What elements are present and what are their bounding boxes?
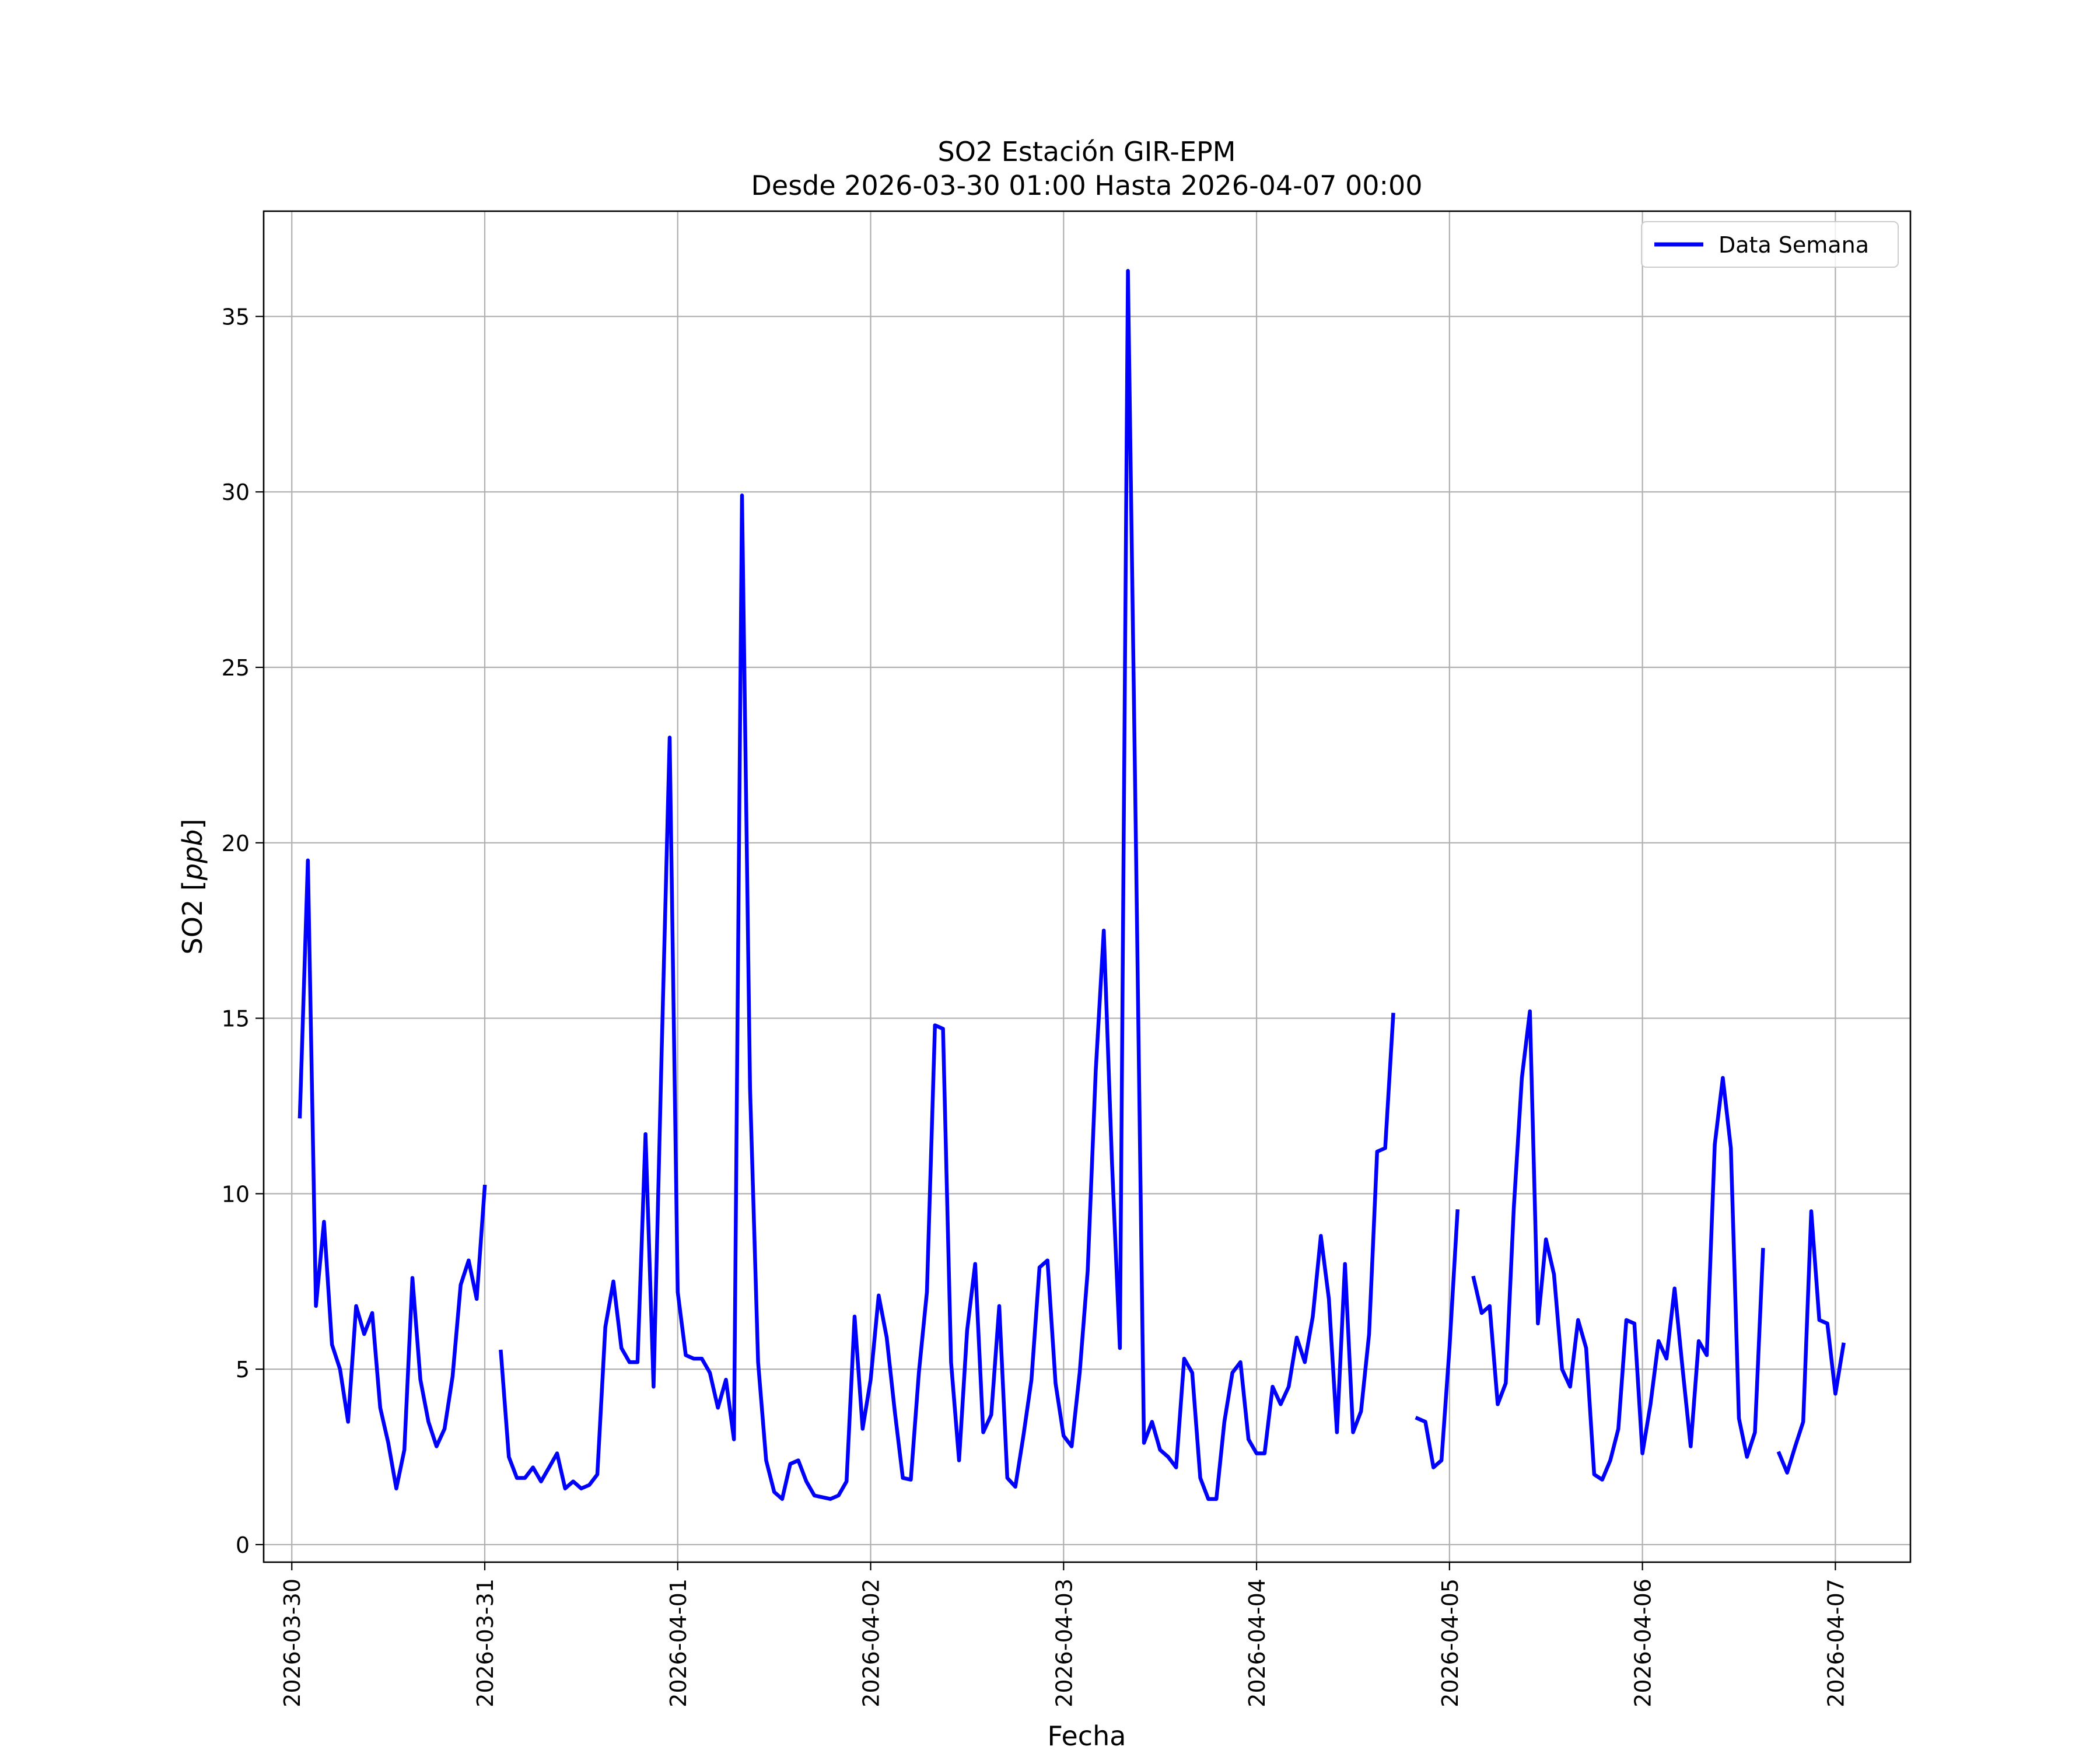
- x-tick-label: 2026-04-01: [666, 1578, 691, 1707]
- x-tick-label: 2026-04-02: [859, 1578, 884, 1707]
- chart-title: SO2 Estación GIR-EPM: [938, 136, 1236, 167]
- x-tick-label: 2026-04-06: [1630, 1578, 1656, 1707]
- y-axis-label-prefix: SO2 [: [177, 880, 208, 954]
- y-tick-label: 35: [222, 304, 250, 330]
- x-tick-label: 2026-04-03: [1051, 1578, 1077, 1707]
- y-tick-label: 5: [236, 1357, 250, 1382]
- x-tick-label: 2026-03-30: [279, 1578, 305, 1707]
- legend-label: Data Semana: [1718, 232, 1869, 258]
- legend: Data Semana: [1642, 222, 1898, 267]
- y-axis-label-suffix: ]: [177, 819, 208, 830]
- chart-subtitle: Desde 2026-03-30 01:00 Hasta 2026-04-07 …: [751, 170, 1422, 201]
- y-tick-label: 15: [222, 1006, 250, 1032]
- x-tick-label: 2026-04-05: [1437, 1578, 1463, 1707]
- y-tick-label: 30: [222, 480, 250, 505]
- y-axis-label-unit: ppb: [177, 830, 208, 881]
- x-tick-label: 2026-03-31: [473, 1578, 498, 1707]
- x-axis-label: Fecha: [1048, 1720, 1126, 1750]
- y-tick-label: 0: [236, 1532, 250, 1558]
- x-tick-label: 2026-04-07: [1823, 1578, 1849, 1707]
- y-axis-label: SO2 [ppb]: [177, 819, 208, 955]
- y-tick-label: 20: [222, 831, 250, 856]
- y-tick-label: 25: [222, 655, 250, 681]
- x-tick-label: 2026-04-04: [1244, 1578, 1270, 1707]
- y-tick-label: 10: [222, 1181, 250, 1207]
